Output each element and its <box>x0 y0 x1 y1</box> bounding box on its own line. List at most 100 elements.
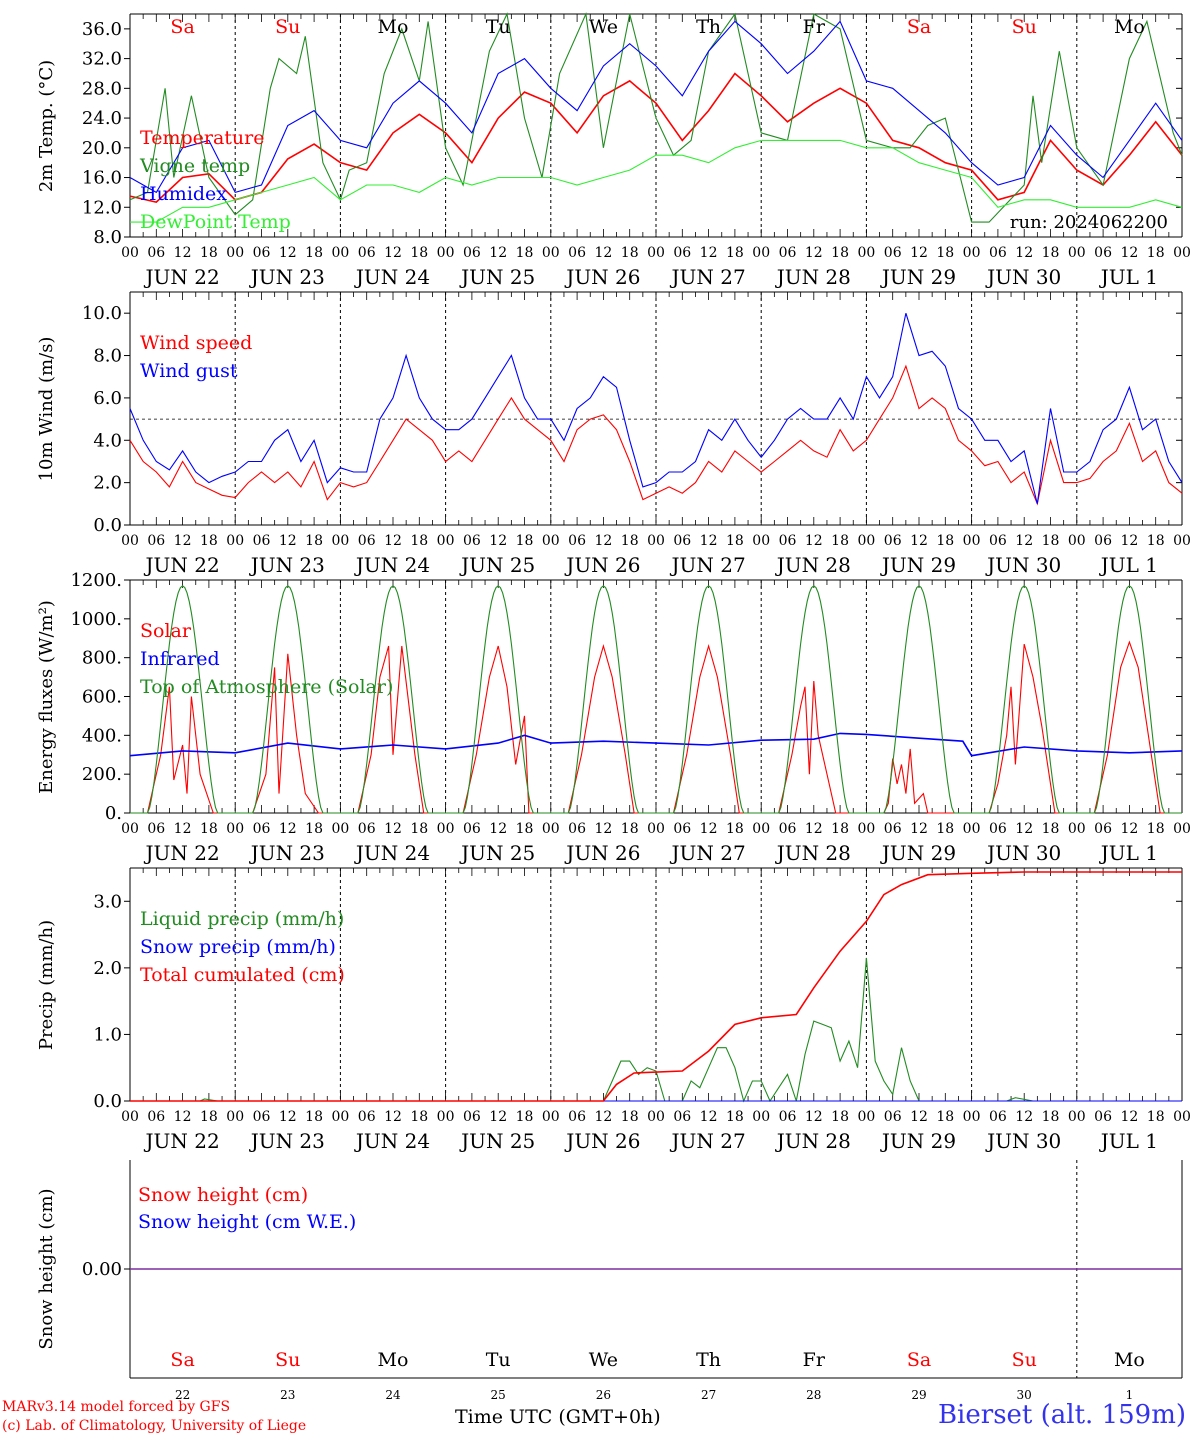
hour-label: 12 <box>279 821 297 837</box>
hour-label: 18 <box>1147 245 1165 261</box>
hour-label: 18 <box>410 1109 428 1125</box>
panel-3: 0. 200. 400. 600. 800. 1000. 1200. Energy fluxe… <box>36 570 1191 865</box>
panel-5: 0.00 Snow height (cm) Snow height (cm) Snow… <box>36 1160 1183 1402</box>
legend-entry: Vigne temp <box>139 155 250 177</box>
series-wind-gust <box>129 313 1183 504</box>
hour-label: 12 <box>1015 533 1033 549</box>
hour-label: 12 <box>174 245 192 261</box>
date-label: JUN 30 <box>985 265 1061 289</box>
day-number-label: 30 <box>1017 1388 1032 1402</box>
hour-label: 06 <box>673 821 691 837</box>
y-tick-label: 6.0 <box>93 388 122 409</box>
hour-label: 12 <box>384 1109 402 1125</box>
hour-label: 06 <box>673 533 691 549</box>
hour-label: 06 <box>358 821 376 837</box>
day-number-label: 22 <box>175 1388 190 1402</box>
hour-label: 18 <box>936 533 954 549</box>
weekday-label: Mo <box>1114 1349 1145 1371</box>
date-label: JUN 29 <box>880 553 956 577</box>
day-number-label: 28 <box>806 1388 821 1402</box>
hour-label: 12 <box>384 821 402 837</box>
y-tick-label: 16.0 <box>82 168 122 189</box>
weekday-label: Th <box>696 1349 721 1371</box>
legend-entry: Wind gust <box>140 360 238 382</box>
hour-label: 00 <box>647 533 665 549</box>
hour-label: 12 <box>910 1109 928 1125</box>
date-label: JUL 1 <box>1099 1129 1158 1153</box>
hour-label: 12 <box>1015 1109 1033 1125</box>
hour-label: 00 <box>226 1109 244 1125</box>
date-label: JUN 27 <box>670 553 746 577</box>
series-dewpoint-temp <box>130 139 1183 223</box>
date-label: JUN 30 <box>985 841 1061 865</box>
hour-label: 12 <box>910 821 928 837</box>
y-tick-label: 800. <box>82 648 122 669</box>
hour-label: 18 <box>410 245 428 261</box>
hour-label: 00 <box>1173 821 1191 837</box>
date-label: JUN 25 <box>459 265 535 289</box>
hour-label: 18 <box>516 533 534 549</box>
hour-label: 06 <box>147 821 165 837</box>
hour-label: 06 <box>358 1109 376 1125</box>
weekday-label: Fr <box>803 16 826 38</box>
hour-label: 06 <box>779 821 797 837</box>
hour-label: 00 <box>437 245 455 261</box>
date-label: JUN 22 <box>144 553 220 577</box>
hour-label: 00 <box>226 533 244 549</box>
hour-label: 12 <box>594 821 612 837</box>
hour-label: 18 <box>621 533 639 549</box>
date-label: JUN 23 <box>249 265 325 289</box>
weekday-label: Sa <box>170 1349 194 1371</box>
hour-label: 18 <box>831 533 849 549</box>
y-tick-label: 28.0 <box>82 78 122 99</box>
date-label: JUN 23 <box>249 1129 325 1153</box>
weekday-label: Tu <box>486 16 511 38</box>
series-infrared <box>129 732 1183 757</box>
time-axis-label: Time UTC (GMT+0h) <box>455 1406 661 1428</box>
y-tick-label: 1000. <box>70 609 122 630</box>
hour-label: 06 <box>884 533 902 549</box>
legend-entry: Snow height (cm) <box>138 1184 308 1206</box>
date-label: JUN 24 <box>354 1129 430 1153</box>
hour-label: 12 <box>174 1109 192 1125</box>
legend-entry: DewPoint Temp <box>140 211 291 233</box>
hour-label: 12 <box>910 533 928 549</box>
hour-label: 18 <box>1147 821 1165 837</box>
hour-label: 18 <box>200 533 218 549</box>
hour-label: 00 <box>1068 533 1086 549</box>
hour-label: 18 <box>516 821 534 837</box>
hour-label: 12 <box>700 245 718 261</box>
hour-label: 06 <box>253 533 271 549</box>
hour-label: 06 <box>358 245 376 261</box>
hour-label: 00 <box>857 821 875 837</box>
hour-label: 18 <box>305 245 323 261</box>
weekday-label: Tu <box>486 1349 511 1371</box>
hour-label: 06 <box>568 245 586 261</box>
hour-label: 18 <box>726 821 744 837</box>
hour-label: 12 <box>805 821 823 837</box>
hour-label: 12 <box>700 821 718 837</box>
hour-label: 06 <box>1094 533 1112 549</box>
hour-label: 18 <box>831 245 849 261</box>
hour-label: 00 <box>331 533 349 549</box>
model-credit-line2: (c) Lab. of Climatology, University of L… <box>2 1418 307 1434</box>
hour-label: 12 <box>489 245 507 261</box>
date-label: JUN 26 <box>564 265 640 289</box>
hour-label: 00 <box>1173 1109 1191 1125</box>
hour-label: 06 <box>358 533 376 549</box>
date-label: JUN 22 <box>144 1129 220 1153</box>
hour-label: 00 <box>542 533 560 549</box>
hour-label: 18 <box>1147 1109 1165 1125</box>
day-number-label: 25 <box>491 1388 506 1402</box>
hour-label: 00 <box>542 821 560 837</box>
day-number-label: 29 <box>911 1388 926 1402</box>
hour-label: 06 <box>463 1109 481 1125</box>
weekday-label: Sa <box>907 16 931 38</box>
hour-label: 12 <box>1015 245 1033 261</box>
date-label: JUN 24 <box>354 553 430 577</box>
hour-label: 12 <box>910 245 928 261</box>
hour-label: 18 <box>831 821 849 837</box>
hour-label: 12 <box>594 245 612 261</box>
y-tick-label: 2.0 <box>93 958 122 979</box>
hour-label: 12 <box>174 533 192 549</box>
